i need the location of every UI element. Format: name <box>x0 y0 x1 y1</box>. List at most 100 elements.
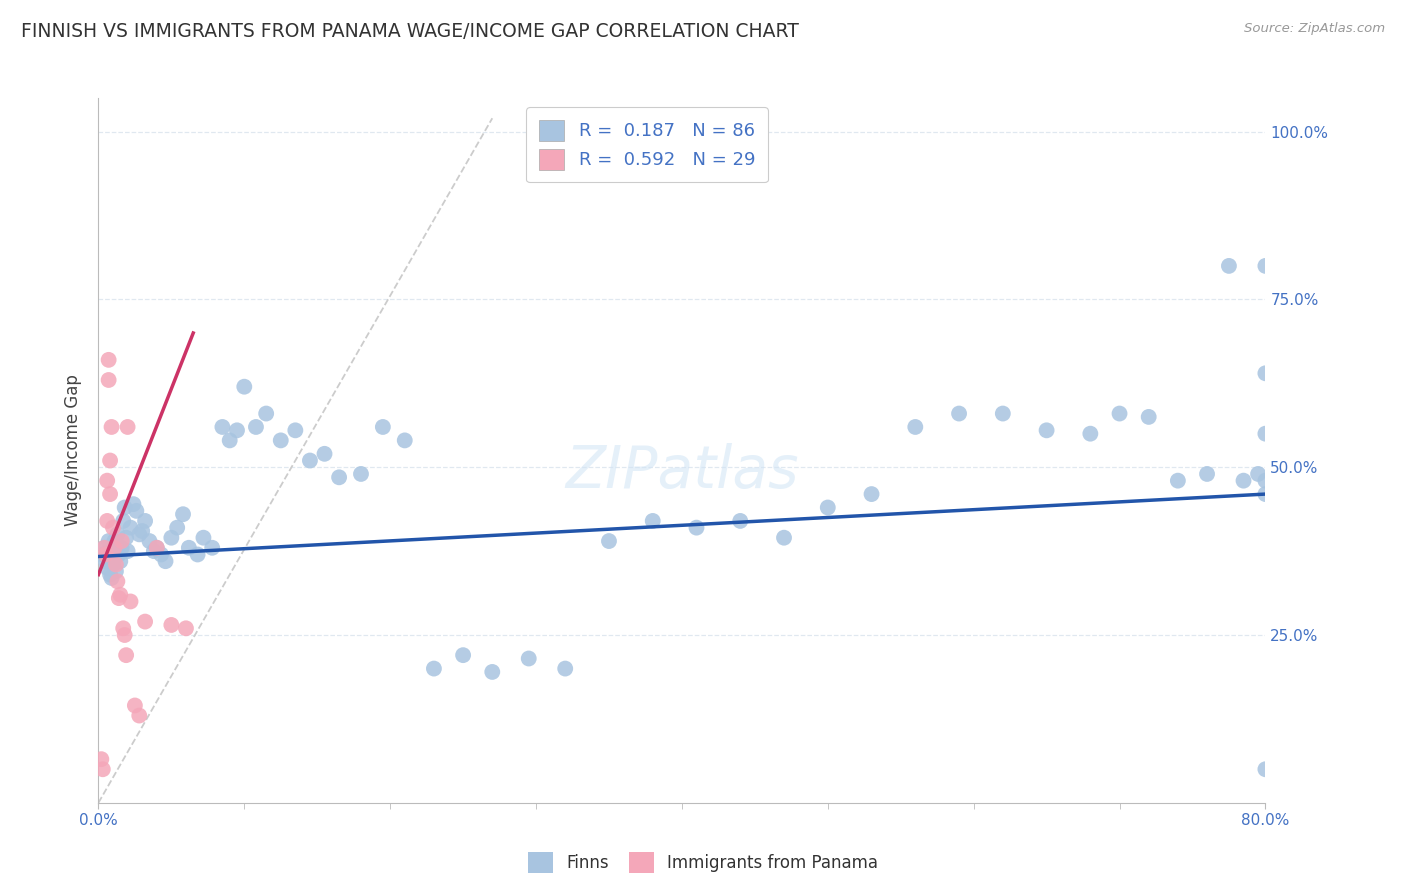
Point <box>104 544 127 558</box>
Point <box>115 648 138 662</box>
Point <box>201 541 224 555</box>
Point <box>100 548 122 562</box>
Point <box>284 423 307 437</box>
Point <box>254 407 277 421</box>
Point <box>817 500 839 515</box>
Text: ZIPatlas: ZIPatlas <box>565 443 799 500</box>
Point <box>112 514 135 528</box>
Point <box>120 521 142 535</box>
Point <box>110 588 132 602</box>
Point <box>166 521 188 535</box>
Point <box>245 420 267 434</box>
Point <box>96 514 118 528</box>
Point <box>1254 259 1277 273</box>
Point <box>111 534 134 549</box>
Point <box>115 531 138 545</box>
Point <box>517 651 540 665</box>
Point <box>134 514 156 528</box>
Point <box>146 541 169 555</box>
Text: Source: ZipAtlas.com: Source: ZipAtlas.com <box>1244 22 1385 36</box>
Point <box>1195 467 1218 481</box>
Point <box>98 453 121 467</box>
Point <box>91 548 114 562</box>
Point <box>110 554 132 568</box>
Point <box>773 531 796 545</box>
Point <box>105 527 128 541</box>
Point <box>134 615 156 629</box>
Point <box>93 541 115 555</box>
Point <box>174 621 197 635</box>
Point <box>1218 259 1240 273</box>
Point <box>298 453 321 467</box>
Point <box>103 534 125 549</box>
Legend: R =  0.187   N = 86, R =  0.592   N = 29: R = 0.187 N = 86, R = 0.592 N = 29 <box>526 107 768 182</box>
Point <box>991 407 1014 421</box>
Point <box>172 507 194 521</box>
Point <box>1254 487 1277 501</box>
Point <box>160 618 183 632</box>
Point <box>93 541 115 555</box>
Point <box>114 500 136 515</box>
Point <box>423 662 446 676</box>
Point <box>350 467 373 481</box>
Point <box>451 648 474 662</box>
Point <box>108 591 131 606</box>
Point <box>111 541 134 555</box>
Point <box>860 487 883 501</box>
Point <box>101 521 124 535</box>
Point <box>904 420 927 434</box>
Point <box>187 548 209 562</box>
Point <box>1108 407 1130 421</box>
Point <box>193 531 215 545</box>
Point <box>1035 423 1057 437</box>
Point <box>1254 762 1277 776</box>
Point <box>218 434 240 448</box>
Point <box>1080 426 1102 441</box>
Point <box>598 534 620 549</box>
Point <box>948 407 970 421</box>
Point <box>177 541 200 555</box>
Point <box>103 541 125 555</box>
Point <box>314 447 336 461</box>
Point <box>97 534 120 549</box>
Point <box>100 571 122 585</box>
Point <box>101 541 124 555</box>
Point <box>97 544 120 558</box>
Point <box>128 708 150 723</box>
Point <box>233 380 256 394</box>
Point <box>131 524 153 538</box>
Point <box>641 514 664 528</box>
Legend: Finns, Immigrants from Panama: Finns, Immigrants from Panama <box>522 846 884 880</box>
Point <box>104 564 127 578</box>
Point <box>122 497 145 511</box>
Point <box>150 548 173 562</box>
Point <box>371 420 394 434</box>
Point <box>98 487 121 501</box>
Point <box>105 574 128 589</box>
Point <box>142 544 165 558</box>
Point <box>117 420 139 434</box>
Point <box>114 628 136 642</box>
Point <box>101 558 124 572</box>
Point <box>394 434 416 448</box>
Point <box>160 531 183 545</box>
Point <box>124 698 146 713</box>
Point <box>1232 474 1254 488</box>
Point <box>685 521 707 535</box>
Point <box>554 662 576 676</box>
Point <box>91 762 114 776</box>
Point <box>270 434 292 448</box>
Point <box>96 561 118 575</box>
Point <box>97 373 120 387</box>
Y-axis label: Wage/Income Gap: Wage/Income Gap <box>63 375 82 526</box>
Point <box>146 541 169 555</box>
Point <box>211 420 233 434</box>
Point <box>96 474 118 488</box>
Point <box>97 352 120 367</box>
Point <box>98 567 121 582</box>
Point <box>104 558 127 572</box>
Point <box>98 550 121 565</box>
Point <box>90 752 112 766</box>
Point <box>1254 366 1277 380</box>
Point <box>1247 467 1270 481</box>
